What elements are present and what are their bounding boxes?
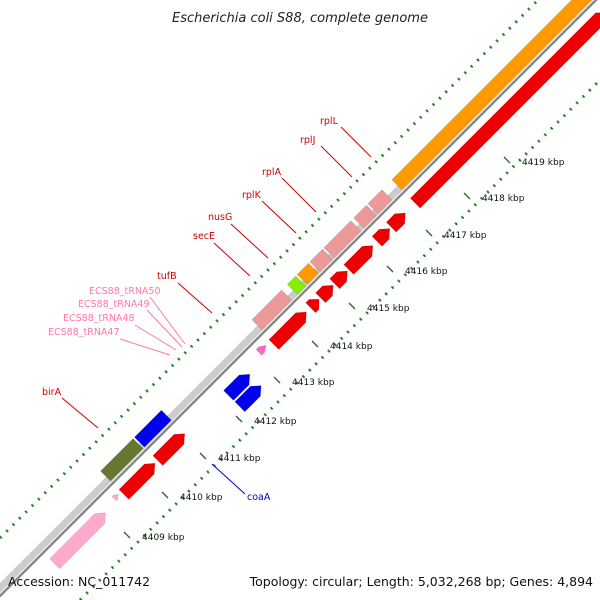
label-leader-line [119,338,171,356]
label-leader-line [177,282,213,314]
rplJ-cds [371,228,391,247]
ruler-tick-mark [348,302,356,310]
ruler-tick-label: 4418 kbp [482,194,525,204]
gene-label-ecs88_trna49: ECS88_tRNA49 [78,299,150,310]
label-leader-line [134,324,177,351]
ruler-tick-label: 4417 kbp [444,231,487,241]
rplA-cds [343,245,374,275]
label-leader-line [149,296,186,345]
gene-features [49,0,600,570]
coaA-feature-1 [223,373,251,401]
label-leader-line [211,463,246,495]
ruler-tick-mark [503,156,511,164]
ruler-tick-mark [386,265,394,273]
birA-feature [134,409,172,448]
ruler-tick-label: 4419 kbp [522,158,565,168]
ruler-tick-mark [123,531,131,539]
secE-cds [305,298,320,314]
rplA-feature [323,220,362,259]
small-trna-lower [111,494,119,502]
ruler-tick-label: 4409 kbp [142,533,185,543]
trna-cluster [255,344,267,356]
label-leader-line [230,223,269,259]
gene-label-tufb: tufB [157,271,177,282]
gene-label-rplk: rplK [242,190,262,201]
rplL-cds [385,212,406,233]
label-leader-line [261,200,297,234]
ruler-tick-mark [199,452,207,460]
nusG-cds [315,284,334,304]
rplK-feature [309,248,333,273]
gene-labels: rplL rplJ rplA rplK nusG secE tufB ECS88_tRNA50… [42,116,372,503]
ruler-ticks: 4409 kbp 4410 kbp 4411 kbp 4412 kbp 4413 kbp… [123,156,565,543]
map-title: Escherichia coli S88, complete genome [172,11,428,26]
ruler-tick-label: 4415 kbp [367,304,410,314]
gene-label-ecs88_trna50: ECS88_tRNA50 [89,286,161,297]
gene-label-ecs88_trna47: ECS88_tRNA47 [48,327,120,338]
ruler-tick-label: 4412 kbp [254,417,297,427]
tufB-cds [268,311,307,350]
ruler-tick-label: 4411 kbp [218,454,261,464]
ruler-tick-label: 4414 kbp [330,342,373,352]
ruler-tick-mark [235,415,243,423]
secE-feature [286,275,307,295]
ruler-tick-mark [273,376,281,384]
label-leader-line [281,177,317,213]
ruler-tick-mark [463,192,471,200]
olive-feature [100,438,144,482]
gene-label-ecs88_trna48: ECS88_tRNA48 [63,313,135,324]
label-leader-line [61,397,99,429]
gene-label-rplj: rplJ [300,135,315,146]
birA-cds [152,433,186,466]
rplK-cds [329,270,348,290]
gene-label-bira: birA [42,387,62,398]
label-leader-line [146,309,183,348]
red-band-top [409,12,600,209]
accession-label: Accession: NC_011742 [8,574,150,589]
lightpink-band [49,512,106,570]
nusG-feature [296,262,319,285]
red-cds-lower [118,462,156,500]
rplJ-feature [353,204,377,229]
gene-label-sece: secE [193,231,215,242]
label-leader-line [340,126,372,158]
gene-label-rpla: rplA [262,167,282,178]
tufB-feature [251,289,292,331]
gene-label-nusg: nusG [208,212,232,223]
ruler-tick-label: 4413 kbp [292,378,335,388]
outer-tick-guide [0,0,541,540]
orange-band-top [391,0,592,191]
topology-label: Topology: circular; Length: 5,032,268 bp… [249,574,593,589]
rplL-feature [367,189,393,215]
ruler-tick-label: 4410 kbp [180,493,223,503]
label-leader-line [213,242,251,277]
ruler-tick-mark [425,229,433,237]
ruler-tick-mark [161,491,169,499]
gene-label-rpll: rplL [320,116,339,127]
ruler-tick-mark [311,340,319,348]
label-leader-line [320,145,353,178]
coaA-feature-2 [234,385,262,413]
ruler-tick-label: 4416 kbp [405,267,448,277]
gene-label-coaa: coaA [247,492,271,503]
inner-ruler [78,78,600,600]
